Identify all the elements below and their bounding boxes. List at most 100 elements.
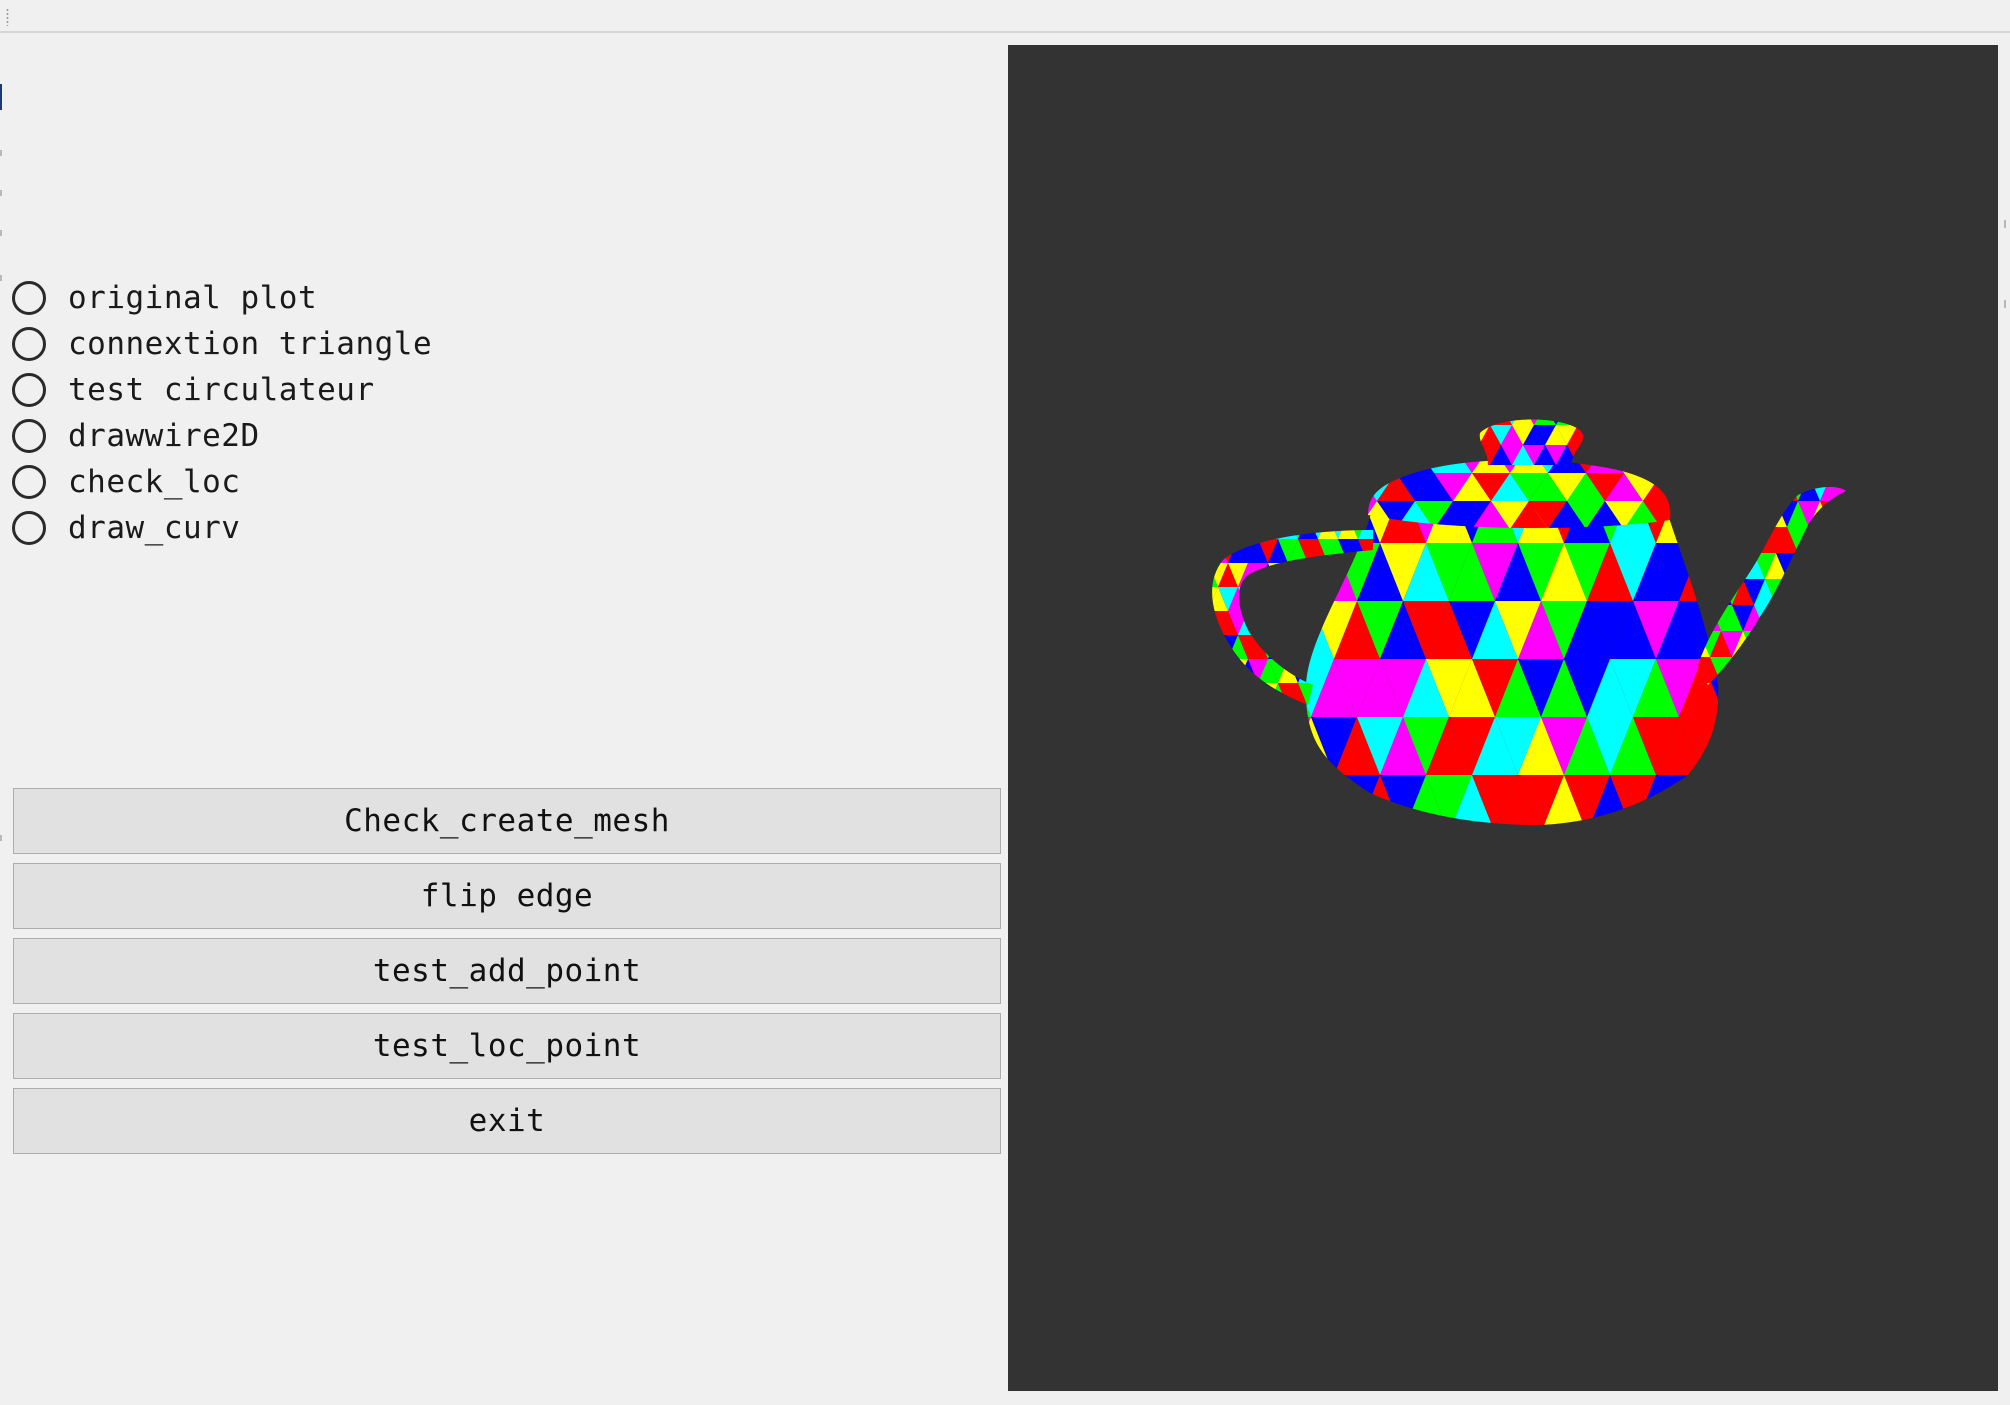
mesh-triangle: [1265, 833, 1311, 891]
radio-button-icon[interactable]: [12, 281, 46, 315]
mesh-triangle: [1495, 601, 1541, 659]
mesh-triangle: [1771, 775, 1817, 833]
mesh-triangle: [1523, 445, 1545, 465]
mesh-triangle: [1268, 587, 1288, 611]
mesh-triangle: [1586, 459, 1624, 473]
splitter-mark: [0, 835, 2, 841]
mesh-triangle: [1510, 459, 1548, 473]
gl-viewport[interactable]: [1008, 45, 1998, 1391]
mesh-triangle: [1864, 475, 1886, 501]
mesh-triangle: [1472, 659, 1518, 717]
mesh-triangle: [1765, 486, 1787, 501]
radio-drawwire2d[interactable]: drawwire2D: [12, 413, 612, 459]
mesh-triangle: [1732, 657, 1754, 683]
radio-check-loc[interactable]: check_loc: [12, 459, 612, 505]
radio-button-icon[interactable]: [12, 419, 46, 453]
mesh-triangle: [1787, 501, 1809, 527]
mesh-triangle: [1776, 605, 1798, 631]
mesh-triangle: [1320, 501, 1358, 529]
mesh-triangle: [1681, 445, 1719, 473]
toolbar-grip-icon[interactable]: [6, 8, 9, 26]
mesh-triangle: [1809, 605, 1831, 631]
mesh-triangle: [1610, 659, 1656, 717]
mesh-triangle: [1548, 501, 1586, 529]
mesh-triangle: [1754, 657, 1776, 683]
mesh-triangle: [1794, 543, 1840, 601]
mesh-triangle: [1754, 553, 1776, 579]
mesh-triangle: [1679, 659, 1719, 717]
mesh-triangle: [1305, 601, 1311, 659]
mesh-triangle: [1564, 717, 1610, 775]
mesh-triangle: [1338, 539, 1358, 563]
mesh-triangle: [1787, 605, 1809, 631]
left-splitter[interactable]: [0, 40, 3, 860]
mesh-triangle: [1403, 659, 1449, 717]
check-create-mesh-button[interactable]: Check_create_mesh: [13, 788, 1001, 854]
mesh-triangle: [1831, 605, 1846, 631]
mesh-triangle: [1809, 657, 1831, 683]
right-splitter[interactable]: [2004, 200, 2007, 320]
mesh-triangle: [1212, 683, 1218, 705]
mesh-triangle: [1472, 501, 1510, 529]
mesh-triangle: [1446, 405, 1468, 425]
mesh-triangle: [1472, 775, 1518, 825]
mesh-triangle: [1633, 601, 1679, 659]
mesh-triangle: [1586, 473, 1624, 501]
radio-button-icon[interactable]: [12, 327, 46, 361]
mesh-triangle: [1732, 527, 1754, 553]
mesh-triangle: [1610, 833, 1656, 891]
test-loc-point-button[interactable]: test_loc_point: [13, 1013, 1001, 1079]
mesh-triangle: [1710, 486, 1732, 501]
mesh-triangle: [1820, 527, 1842, 553]
mesh-triangle: [1178, 659, 1198, 683]
mesh-triangle: [1842, 631, 1846, 657]
mesh-triangle: [1377, 459, 1415, 473]
mesh-triangle: [1258, 707, 1278, 731]
mesh-triangle: [1787, 683, 1809, 685]
mesh-triangle: [1449, 659, 1495, 717]
mesh-triangle: [1495, 833, 1541, 891]
radio-connextion-triangle[interactable]: connextion triangle: [12, 321, 612, 367]
radio-original-plot[interactable]: original plot: [12, 275, 612, 321]
mesh-triangle: [1853, 527, 1875, 553]
mesh-triangle: [1610, 775, 1656, 825]
mesh-triangle: [1776, 486, 1798, 501]
mesh-triangle: [1228, 563, 1248, 587]
mesh-triangle: [1278, 707, 1298, 731]
mesh-triangle: [1656, 659, 1702, 717]
radio-button-icon[interactable]: [12, 465, 46, 499]
radio-button-icon[interactable]: [12, 511, 46, 545]
mesh-triangle: [1238, 530, 1258, 539]
mesh-triangle: [1288, 707, 1308, 731]
mesh-triangle: [1743, 631, 1765, 657]
mesh-triangle: [1564, 543, 1610, 601]
splitter-mark: [0, 84, 2, 110]
radio-button-icon[interactable]: [12, 373, 46, 407]
radio-draw-curv[interactable]: draw_curv: [12, 505, 612, 551]
mesh-triangle: [1798, 657, 1820, 683]
mesh-triangle: [1699, 553, 1721, 579]
mesh-triangle: [1368, 459, 1396, 473]
radio-label: drawwire2D: [68, 418, 260, 454]
mesh-triangle: [1698, 527, 1710, 553]
test-add-point-button[interactable]: test_add_point: [13, 938, 1001, 1004]
mesh-triangle: [1776, 683, 1798, 685]
mesh-triangle: [1765, 657, 1787, 683]
mesh-triangle: [1218, 659, 1238, 683]
mesh-triangle: [1656, 775, 1702, 825]
exit-button[interactable]: exit: [13, 1088, 1001, 1154]
mesh-triangle: [1495, 775, 1541, 825]
mesh-triangle: [1320, 445, 1358, 473]
mesh-triangle: [1479, 425, 1490, 445]
mesh-triangle: [1228, 683, 1248, 705]
mesh-triangle: [1415, 473, 1453, 501]
mesh-triangle: [1188, 611, 1208, 635]
mesh-triangle: [1228, 539, 1248, 563]
mesh-triangle: [1831, 553, 1846, 579]
mesh-triangle: [1472, 473, 1510, 501]
radio-test-circulateur[interactable]: test circulateur: [12, 367, 612, 413]
mesh-triangle: [1710, 501, 1732, 527]
flip-edge-button[interactable]: flip edge: [13, 863, 1001, 929]
mesh-triangle: [1334, 717, 1380, 775]
mesh-triangle: [1748, 717, 1794, 775]
